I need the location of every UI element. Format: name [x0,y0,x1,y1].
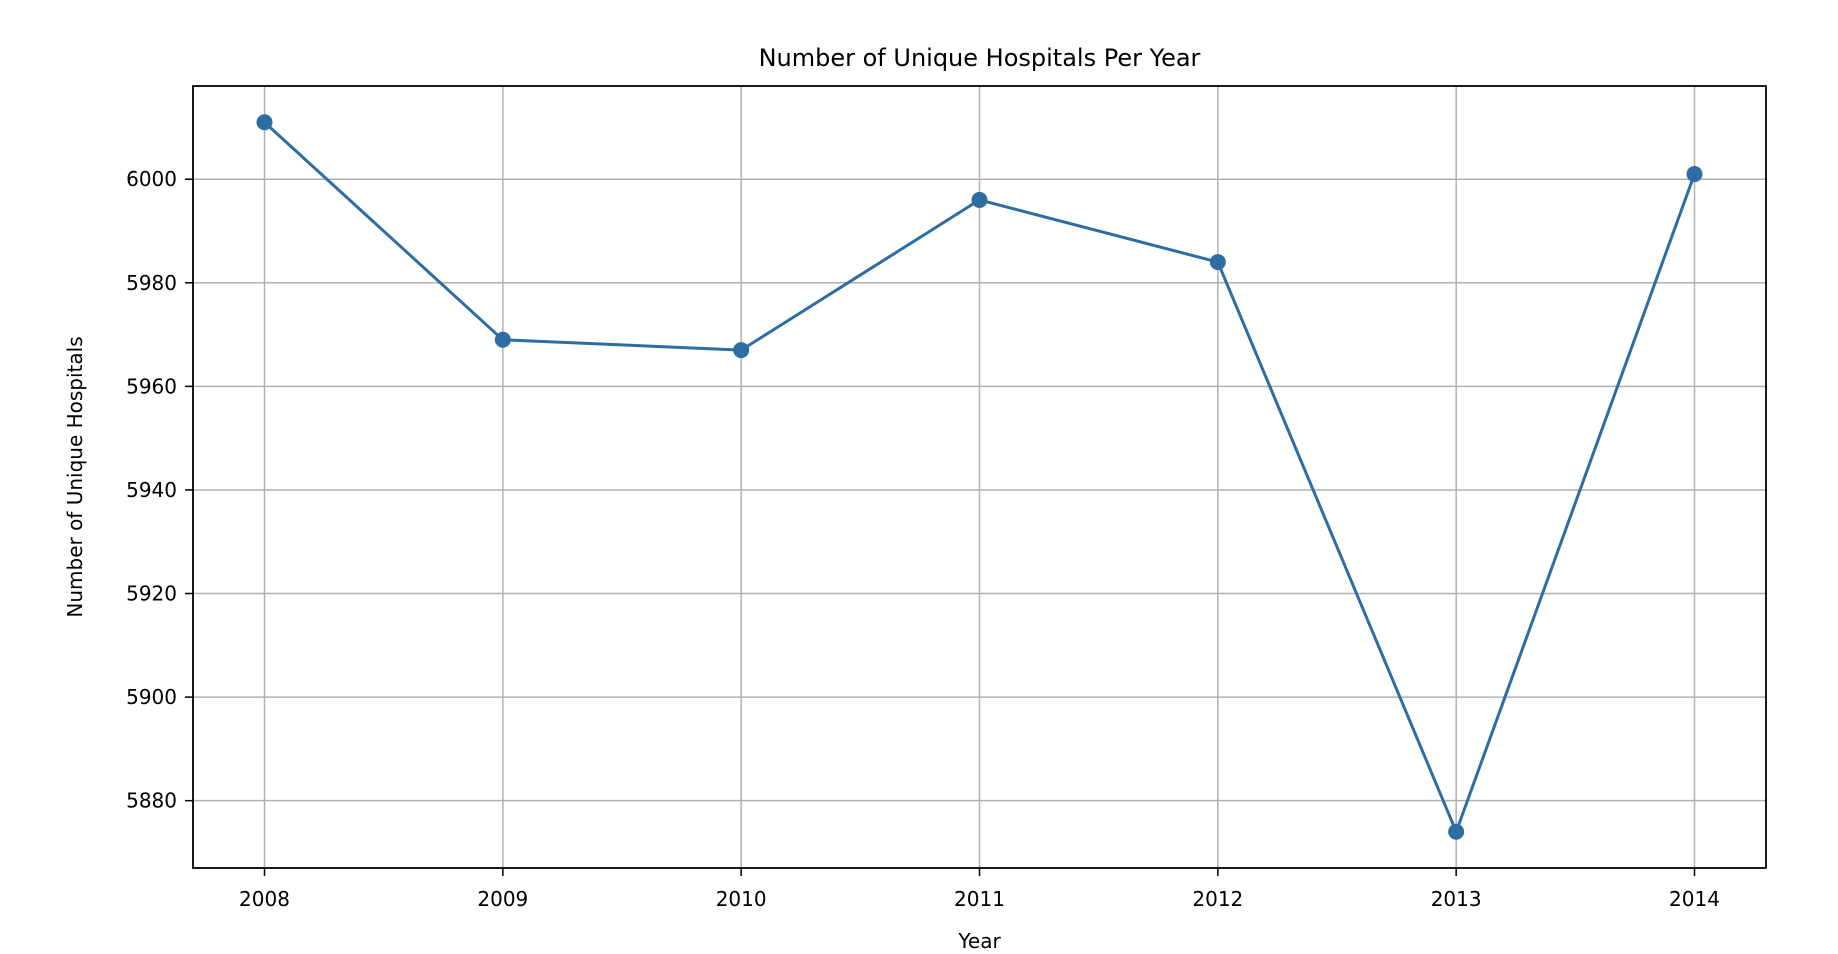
series-layer [256,114,1703,840]
data-point [1209,254,1226,271]
chart-title: Number of Unique Hospitals Per Year [759,44,1201,72]
data-point [256,114,273,131]
x-axis-label: Year [957,929,1001,953]
data-point [1448,823,1465,840]
axis-ticks: 2008 2009 2010 2011 2012 2013 2014 5880 5900 5920… [126,167,1720,911]
data-point [971,191,988,208]
y-tick-label: 5960 [126,374,177,398]
x-tick-label: 2014 [1669,887,1720,911]
y-tick-label: 5980 [126,271,177,295]
y-tick-label: 5880 [126,789,177,813]
data-point [494,331,511,348]
data-point [733,342,750,359]
x-tick-label: 2008 [239,887,290,911]
y-tick-label: 5920 [126,582,177,606]
plot-frame [192,85,1767,869]
y-tick-label: 5940 [126,478,177,502]
x-tick-label: 2009 [477,887,528,911]
y-tick-label: 6000 [126,167,177,191]
x-tick-label: 2012 [1192,887,1243,911]
x-tick-label: 2010 [716,887,767,911]
y-axis-label: Number of Unique Hospitals [63,336,87,617]
data-point [1686,166,1703,183]
x-tick-label: 2011 [954,887,1005,911]
y-tick-label: 5900 [126,685,177,709]
x-tick-label: 2013 [1431,887,1482,911]
grid [193,86,1766,868]
